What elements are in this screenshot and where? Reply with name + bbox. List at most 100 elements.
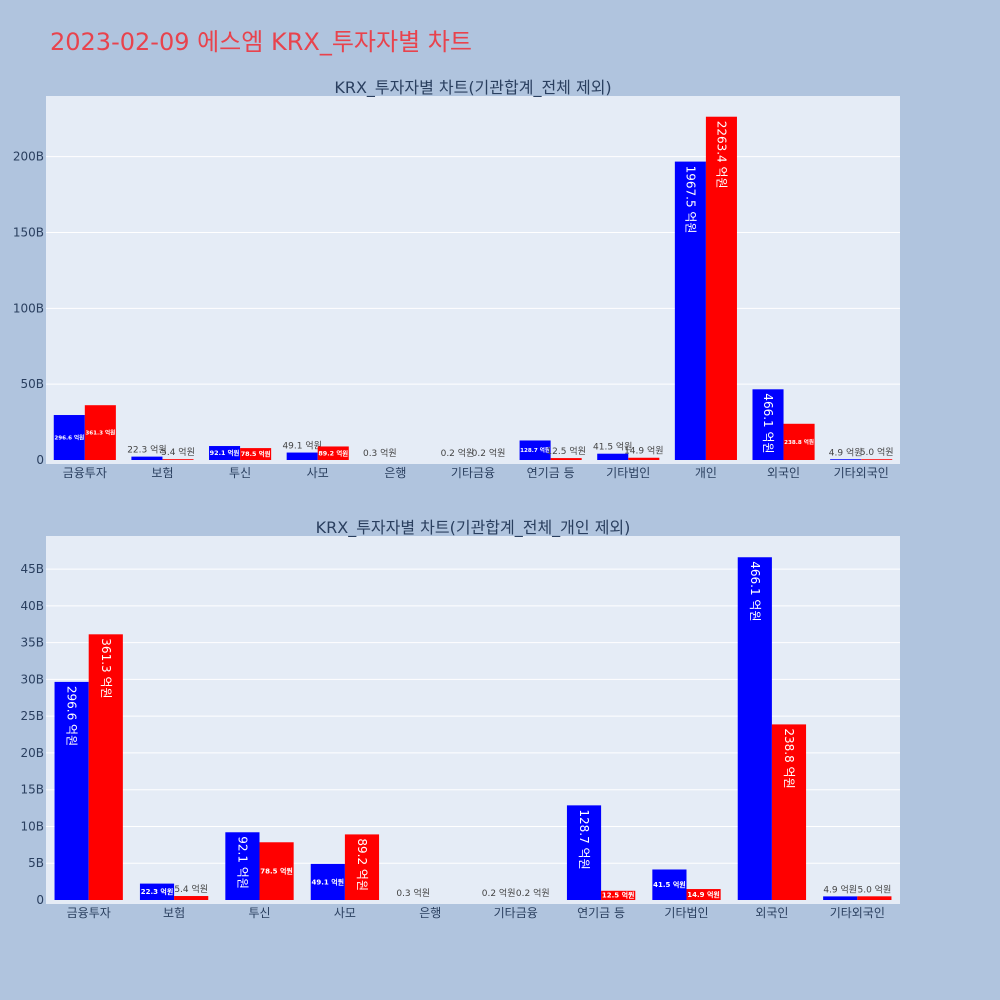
buy-bar xyxy=(652,869,687,900)
bar-value-label: 2263.4 억원 xyxy=(714,121,728,189)
bar-value-label: 466.1 억원 xyxy=(761,393,775,453)
buy-bar xyxy=(53,415,85,460)
sell-bar xyxy=(174,896,209,900)
bar-value-label: 41.5 억원 xyxy=(653,880,686,889)
subplot-title-1: KRX_투자자별 차트(기관합계_전체 제외) xyxy=(334,78,611,98)
x-category-label: 사모 xyxy=(307,466,329,480)
bar-value-label: 92.1 억원 xyxy=(235,836,249,889)
sell-bar xyxy=(857,896,892,900)
y-tick-label: 100B xyxy=(13,301,44,315)
bar-value-label: 128.7 억원 xyxy=(520,446,550,454)
x-category-label: 외국인 xyxy=(755,906,788,920)
buy-bar xyxy=(54,681,89,900)
sell-bar xyxy=(88,634,123,900)
y-tick-label: 5B xyxy=(28,856,44,870)
y-tick-label: 50B xyxy=(20,377,44,391)
y-tick-label: 0 xyxy=(36,893,44,907)
bar-value-label: 41.5 억원 xyxy=(593,441,632,453)
y-tick-label: 40B xyxy=(20,599,44,613)
page-title: 2023-02-09 에스엠 KRX_투자자별 차트 xyxy=(50,28,472,56)
x-category-label: 보험 xyxy=(151,466,173,480)
x-category-label: 금융투자 xyxy=(63,466,107,480)
bar-value-label: 89.2 억원 xyxy=(355,838,369,891)
x-category-label: 기타금융 xyxy=(494,906,538,920)
x-category-label: 은행 xyxy=(384,465,406,480)
bar-value-label: 12.5 억원 xyxy=(546,445,585,457)
sell-bar xyxy=(240,448,272,460)
bar-value-label: 4.9 억원 xyxy=(829,446,863,458)
sell-bar xyxy=(628,457,660,460)
bar-value-label: 89.2 억원 xyxy=(318,448,348,457)
sell-bar xyxy=(259,842,294,900)
y-tick-label: 20B xyxy=(20,746,44,760)
bar-value-label: 0.2 억원 xyxy=(472,447,506,459)
bar-value-label: 0.3 억원 xyxy=(396,887,430,899)
x-category-label: 연기금 등 xyxy=(577,906,625,920)
bar-value-label: 14.9 억원 xyxy=(687,890,720,899)
buy-bar xyxy=(131,456,163,460)
x-category-label: 사모 xyxy=(334,906,356,920)
bar-value-label: 4.9 억원 xyxy=(823,883,857,895)
bar-value-label: 0.3 억원 xyxy=(363,447,397,459)
buy-bar xyxy=(674,161,706,461)
buy-bar xyxy=(737,557,772,900)
x-category-label: 연기금 등 xyxy=(527,466,575,480)
bar-value-label: 78.5 억원 xyxy=(260,866,293,875)
y-tick-label: 200B xyxy=(13,150,44,164)
sell-bar xyxy=(861,459,893,460)
sell-bar xyxy=(317,446,349,460)
x-category-label: 보험 xyxy=(163,906,185,920)
bar-value-label: 0.2 억원 xyxy=(482,887,516,899)
bar-value-label: 361.3 억원 xyxy=(99,638,113,698)
x-category-label: 기타금융 xyxy=(451,466,495,480)
buy-bar xyxy=(225,832,260,900)
y-tick-label: 45B xyxy=(20,562,44,576)
y-tick-label: 35B xyxy=(20,636,44,650)
bar-value-label: 238.8 억원 xyxy=(782,728,796,788)
bar-value-label: 92.1 억원 xyxy=(210,448,240,457)
y-tick-label: 0 xyxy=(36,453,44,467)
buy-bar xyxy=(566,805,602,900)
x-category-label: 투신 xyxy=(248,906,270,920)
x-category-label: 기타법인 xyxy=(606,466,650,480)
bar-value-label: 296.6 억원 xyxy=(65,686,79,746)
sell-bar xyxy=(686,889,721,900)
bar-value-label: 361.3 억원 xyxy=(85,428,115,436)
buy-bar xyxy=(519,440,551,460)
buy-bar xyxy=(139,883,175,900)
bar-value-label: 1967.5 억원 xyxy=(683,166,697,234)
bar-value-label: 5.4 억원 xyxy=(174,883,208,895)
bar-value-label: 5.4 억원 xyxy=(161,446,195,458)
buy-bar xyxy=(286,452,318,460)
bar-value-label: 22.3 억원 xyxy=(127,444,166,456)
bar-value-label: 14.9 억원 xyxy=(624,445,663,457)
y-tick-label: 25B xyxy=(20,709,44,723)
bar-value-label: 0.2 억원 xyxy=(441,447,475,459)
x-category-label: 기타외국인 xyxy=(834,466,889,480)
bar-value-label: 128.7 억원 xyxy=(577,809,591,869)
bar-value-label: 5.0 억원 xyxy=(858,883,892,895)
buy-bar xyxy=(209,446,241,460)
buy-bar xyxy=(830,459,862,460)
bar-value-label: 49.1 억원 xyxy=(282,440,321,452)
bar-value-label: 238.8 억원 xyxy=(784,438,814,446)
sell-bar xyxy=(84,405,116,460)
buy-bar xyxy=(823,896,858,900)
bar-value-label: 12.5 억원 xyxy=(602,891,635,900)
sell-bar xyxy=(771,724,807,900)
sell-bar xyxy=(344,834,380,900)
bar-value-label: 0.2 억원 xyxy=(516,887,550,899)
x-category-label: 기타외국인 xyxy=(830,906,885,920)
x-category-label: 기타법인 xyxy=(664,906,708,920)
y-tick-label: 15B xyxy=(20,783,44,797)
buy-bar xyxy=(310,863,345,900)
bar-value-label: 466.1 억원 xyxy=(748,561,762,621)
sell-bar xyxy=(601,890,636,900)
subplot-title-2: KRX_투자자별 차트(기관합계_전체_개인 제외) xyxy=(316,518,631,538)
sell-bar xyxy=(783,423,815,460)
x-category-label: 개인 xyxy=(695,466,717,480)
x-category-label: 외국인 xyxy=(767,466,800,480)
x-category-label: 투신 xyxy=(229,466,251,480)
sell-bar xyxy=(705,116,737,461)
sell-bar xyxy=(162,459,194,460)
